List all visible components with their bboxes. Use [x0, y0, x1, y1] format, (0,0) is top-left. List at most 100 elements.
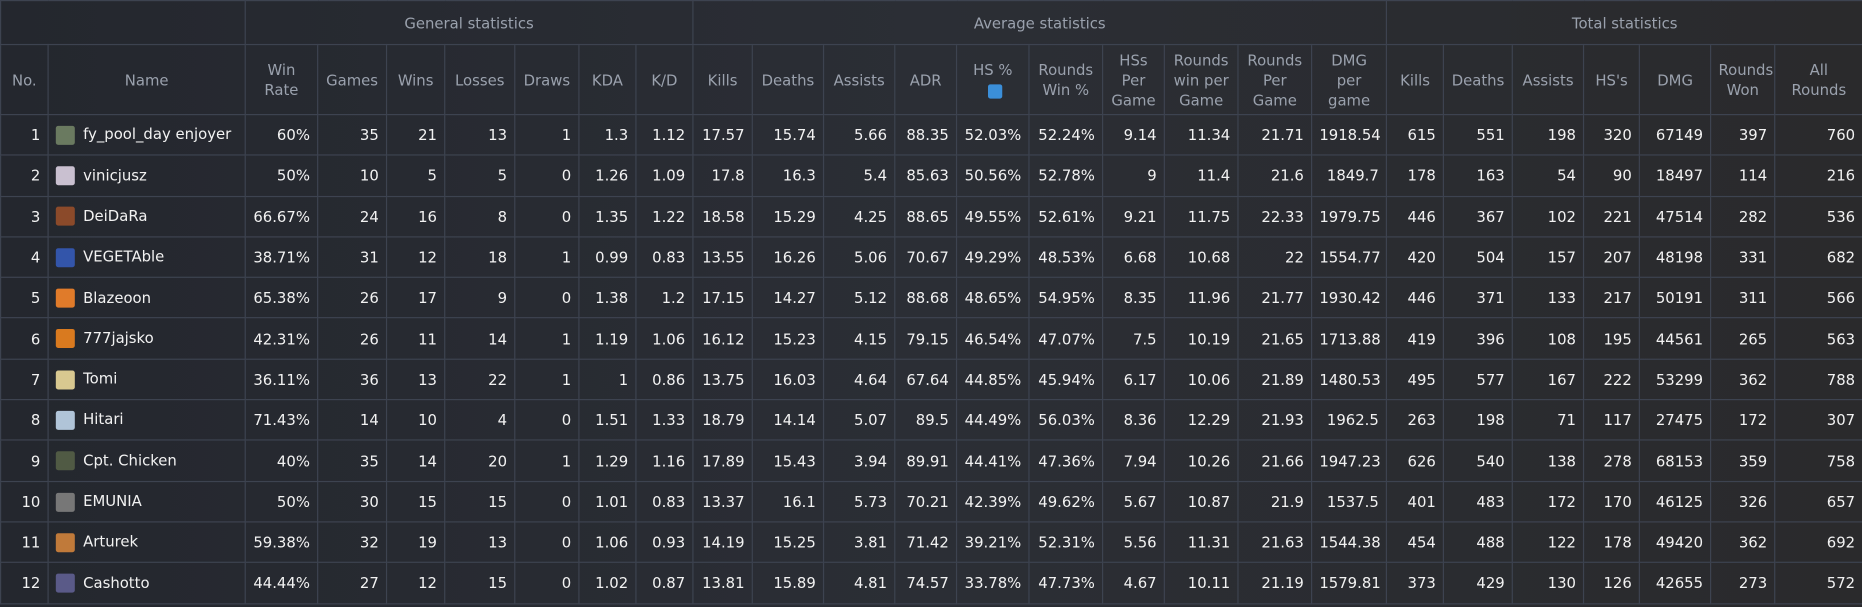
stat-cell: 114: [1710, 154, 1776, 197]
stat-cell: 13.55: [692, 236, 753, 279]
column-header[interactable]: Rounds Won: [1710, 43, 1776, 116]
player-name[interactable]: Cpt. Chicken: [83, 450, 177, 469]
stat-cell: 70.67: [894, 236, 958, 279]
stat-cell: 563: [1774, 317, 1862, 360]
stat-cell: 5.67: [1102, 480, 1165, 523]
stat-cell: 71.43%: [244, 399, 319, 442]
stat-cell: 49.29%: [955, 236, 1030, 279]
stat-cell: 40%: [244, 439, 319, 482]
column-header[interactable]: Rounds win per Game: [1163, 43, 1239, 116]
stat-cell: 1962.5: [1311, 399, 1388, 442]
player-name[interactable]: Cashotto: [83, 573, 150, 591]
stat-cell: 367: [1442, 195, 1514, 238]
stat-cell: 420: [1385, 236, 1445, 279]
stat-cell: 11.96: [1163, 276, 1239, 319]
player-name[interactable]: Arturek: [83, 532, 139, 551]
column-header[interactable]: Losses: [444, 43, 516, 116]
stat-cell: 49.55%: [955, 195, 1030, 238]
player-row[interactable]: 9 Cpt. Chicken 40% 35 14 20 1 1.29 1.16 17.89 15.4…: [0, 439, 1862, 482]
column-header[interactable]: Games: [317, 43, 388, 116]
player-row[interactable]: 11 Arturek 59.38% 32 19 13 0 1.06 0.93 14.19 15.25…: [0, 521, 1862, 564]
column-header[interactable]: Draws: [514, 43, 580, 116]
stat-cell: 26: [317, 317, 388, 360]
column-header[interactable]: HS's: [1583, 43, 1641, 116]
player-name[interactable]: Blazeoon: [83, 288, 152, 306]
stat-cell: 47.36%: [1028, 439, 1104, 482]
column-header[interactable]: Kills: [692, 43, 753, 116]
column-header[interactable]: Wins: [385, 43, 446, 116]
stat-cell: 47.07%: [1028, 317, 1104, 360]
column-header[interactable]: HS %: [955, 43, 1030, 116]
stat-cell: 48.65%: [955, 276, 1030, 319]
stat-cell: 4.15: [822, 317, 896, 360]
column-header[interactable]: Win Rate: [244, 43, 319, 116]
column-header[interactable]: Rounds Per Game: [1237, 43, 1313, 116]
player-row[interactable]: 10 EMUNIA 50% 30 15 15 0 1.01 0.83 13.37 16.1 5.73 7…: [0, 480, 1862, 523]
stat-cell: 760: [1774, 113, 1862, 156]
stat-cell: 44.49%: [955, 399, 1030, 442]
player-row[interactable]: 3 DeiDaRa 66.67% 24 16 8 0 1.35 1.22 18.58 15.29 4.…: [0, 195, 1862, 238]
column-header[interactable]: DMG per game: [1311, 43, 1388, 116]
stat-cell: 50191: [1638, 276, 1712, 319]
stat-cell: 307: [1774, 399, 1862, 442]
player-name[interactable]: EMUNIA: [83, 491, 142, 510]
stat-cell: 170: [1583, 480, 1641, 523]
stat-cell: 18.79: [692, 399, 753, 442]
sort-icon[interactable]: [988, 83, 1003, 98]
stat-cell: 21.89: [1237, 358, 1313, 401]
stat-cell: 198: [1511, 113, 1585, 156]
column-header[interactable]: All Rounds: [1774, 43, 1862, 116]
player-row[interactable]: 8 Hitari 71.43% 14 10 4 0 1.51 1.33 18.79 14.14 5.0…: [0, 399, 1862, 442]
stat-cell: 108: [1511, 317, 1585, 360]
player-row[interactable]: 4 VEGETAble 38.71% 31 12 18 1 0.99 0.83 13.55 16.2…: [0, 236, 1862, 279]
stat-cell: 21.77: [1237, 276, 1313, 319]
column-header[interactable]: No.: [0, 43, 49, 116]
column-header[interactable]: Deaths: [751, 43, 825, 116]
stat-cell: 1.09: [635, 154, 694, 197]
stat-cell: 657: [1774, 480, 1862, 523]
player-row[interactable]: 6 777jajsko 42.31% 26 11 14 1 1.19 1.06 16.12 15.2…: [0, 317, 1862, 360]
stat-cell: 13.81: [692, 561, 753, 604]
player-row[interactable]: 7 Tomi 36.11% 36 13 22 1 1 0.86 13.75 16.03 4.64 67.…: [0, 358, 1862, 401]
column-header[interactable]: Kills: [1385, 43, 1445, 116]
stat-cell: 102: [1511, 195, 1585, 238]
player-name[interactable]: Tomi: [83, 369, 118, 388]
stat-cell: 566: [1774, 276, 1862, 319]
stat-cell: 44.85%: [955, 358, 1030, 401]
stat-cell: 1.02: [578, 561, 637, 604]
player-row[interactable]: 1 fy_pool_day enjoyer 60% 35 21 13 1 1.3 1.12 17.…: [0, 113, 1862, 156]
stat-cell: 551: [1442, 113, 1514, 156]
stat-cell: 5.4: [822, 154, 896, 197]
group-header-row: General statistics Average statistics Tota…: [0, 0, 1862, 46]
column-header[interactable]: DMG: [1638, 43, 1712, 116]
column-header[interactable]: Deaths: [1442, 43, 1514, 116]
player-row[interactable]: 2 vinicjusz 50% 10 5 5 0 1.26 1.09 17.8 16.3 5.4 85.…: [0, 154, 1862, 197]
column-header[interactable]: HSs Per Game: [1102, 43, 1165, 116]
column-header[interactable]: Assists: [822, 43, 896, 116]
player-name[interactable]: 777jajsko: [83, 328, 154, 347]
stat-cell: 22: [1237, 236, 1313, 279]
player-name[interactable]: VEGETAble: [83, 247, 165, 266]
column-header[interactable]: K/D: [635, 43, 694, 116]
stat-cell: 1: [514, 439, 580, 482]
player-name[interactable]: Hitari: [83, 410, 124, 429]
player-name[interactable]: vinicjusz: [83, 165, 147, 184]
stat-cell: 18497: [1638, 154, 1712, 197]
column-header[interactable]: ADR: [894, 43, 958, 116]
player-row[interactable]: 5 Blazeoon 65.38% 26 17 9 0 1.38 1.2 17.15 14.27 5.…: [0, 276, 1862, 319]
stat-cell: 21.19: [1237, 561, 1313, 604]
avatar: [55, 451, 75, 471]
stat-cell: 45.94%: [1028, 358, 1104, 401]
stat-cell: 44561: [1638, 317, 1712, 360]
stat-cell: 5: [0, 276, 49, 319]
column-header[interactable]: Name: [47, 43, 246, 116]
column-header[interactable]: Assists: [1511, 43, 1585, 116]
player-name[interactable]: DeiDaRa: [83, 206, 148, 225]
player-row[interactable]: 12 Cashotto 44.44% 27 12 15 0 1.02 0.87 13.81 15.8…: [0, 561, 1862, 604]
stat-cell: 1.29: [578, 439, 637, 482]
column-header[interactable]: Rounds Win %: [1028, 43, 1104, 116]
column-header[interactable]: KDA: [578, 43, 637, 116]
stat-cell: 15.23: [751, 317, 825, 360]
player-name[interactable]: fy_pool_day enjoyer: [83, 125, 232, 143]
stat-cell: 46125: [1638, 480, 1712, 523]
